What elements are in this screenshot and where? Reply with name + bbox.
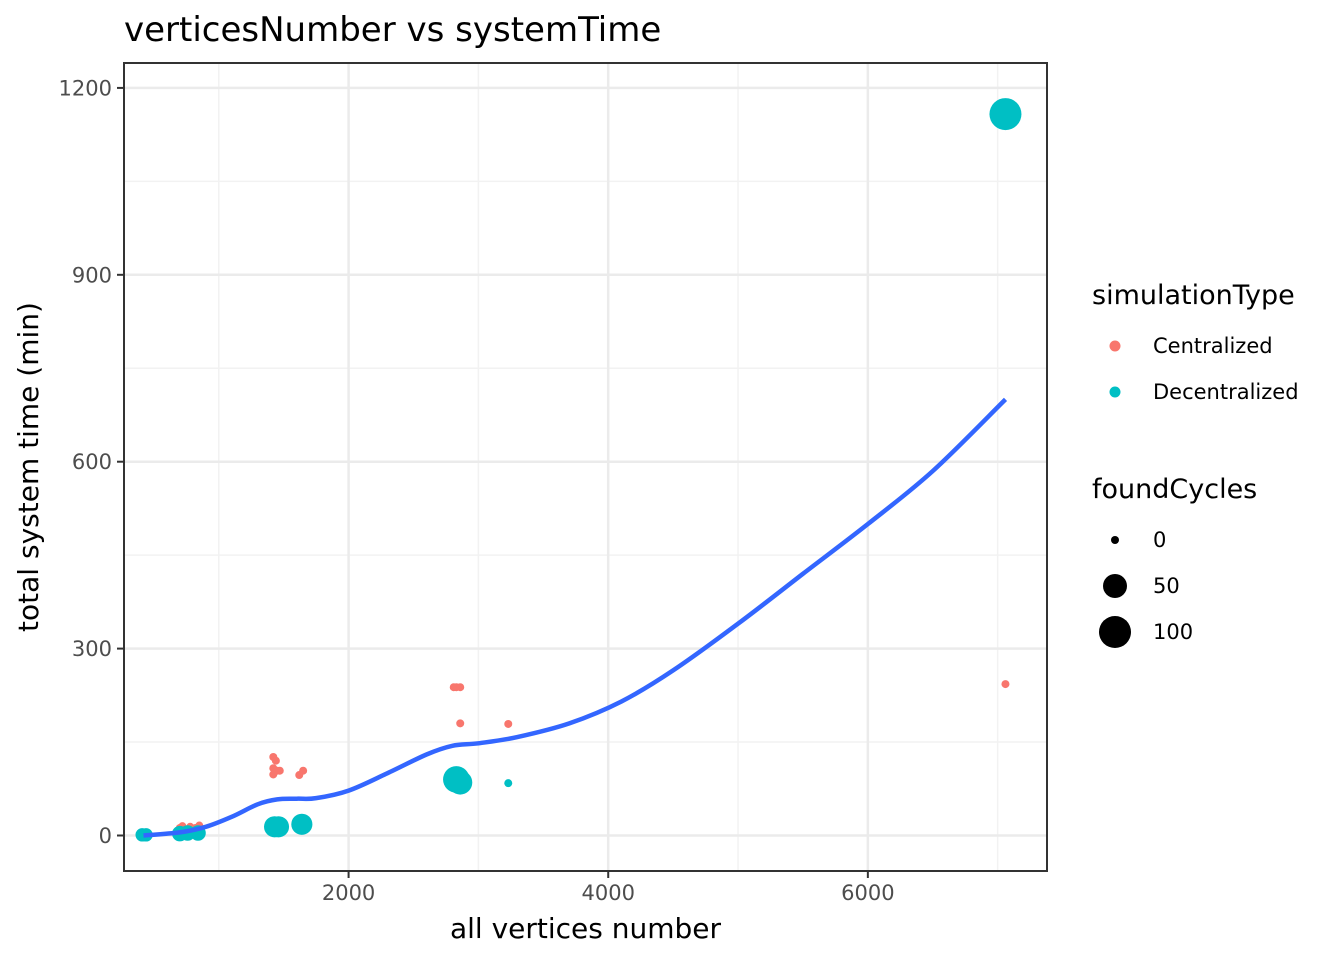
color-legend-title: simulationType <box>1092 280 1295 311</box>
smooth-trend-line <box>143 397 1008 838</box>
legend-key-centralized <box>1109 340 1121 352</box>
plot-border <box>123 62 1048 872</box>
y-tick-label: 300 <box>72 637 112 661</box>
legend-label-decentralized: Decentralized <box>1153 380 1299 404</box>
legend-key-decentralized <box>1109 386 1121 398</box>
y-tick-label: 600 <box>72 450 112 474</box>
y-tick-label: 900 <box>72 263 112 287</box>
size-legend-key-100 <box>1099 616 1131 648</box>
x-axis: 2000 4000 6000 <box>322 871 895 905</box>
point-centralized <box>275 766 284 775</box>
size-legend-key-50 <box>1103 574 1127 598</box>
point-decentralized <box>989 98 1022 131</box>
legend-label-centralized: Centralized <box>1153 334 1273 358</box>
point-decentralized <box>291 813 313 835</box>
point-centralized <box>299 766 308 775</box>
plot-background <box>124 63 1047 871</box>
minor-grid <box>124 63 1047 871</box>
size-legend-title: foundCycles <box>1092 474 1257 505</box>
size-legend-label-100: 100 <box>1153 620 1193 644</box>
size-legend-label-50: 50 <box>1153 574 1180 598</box>
point-decentralized <box>504 779 513 788</box>
y-axis-title: total system time (min) <box>12 302 45 632</box>
point-centralized <box>504 719 513 728</box>
size-legend-key-0 <box>1111 536 1119 544</box>
plot-area <box>123 62 1048 872</box>
y-axis: 0 300 600 900 1200 <box>59 76 124 848</box>
legend: simulationType Centralized Decentralized… <box>1092 280 1299 648</box>
point-centralized <box>271 756 280 765</box>
point-centralized <box>1001 680 1010 689</box>
point-decentralized <box>448 770 473 795</box>
size-legend-label-0: 0 <box>1153 528 1166 552</box>
point-centralized <box>456 683 465 692</box>
y-tick-label: 1200 <box>59 76 112 100</box>
point-decentralized <box>267 816 290 838</box>
x-tick-label: 4000 <box>581 881 634 905</box>
x-tick-label: 2000 <box>322 881 375 905</box>
chart-title: verticesNumber vs systemTime <box>124 10 661 50</box>
x-tick-label: 6000 <box>841 881 894 905</box>
point-centralized <box>456 719 465 728</box>
x-axis-title: all vertices number <box>450 912 722 945</box>
y-tick-label: 0 <box>99 824 112 848</box>
